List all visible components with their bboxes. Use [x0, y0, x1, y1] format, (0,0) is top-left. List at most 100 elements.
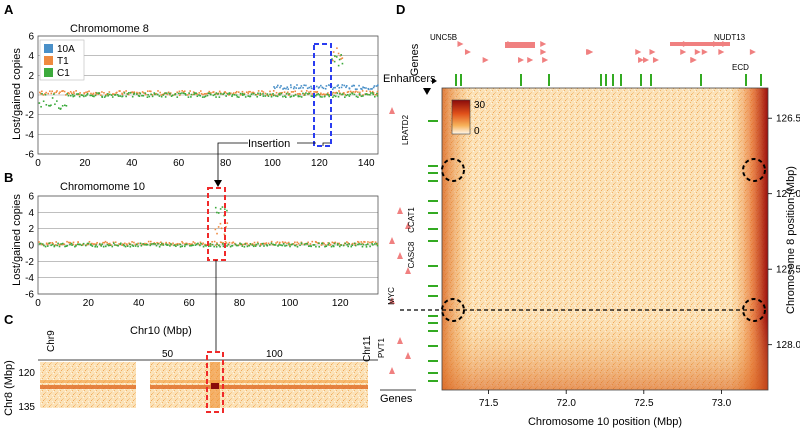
point-c1 — [94, 245, 97, 248]
enhancer-mark — [428, 315, 438, 317]
point-t1 — [374, 94, 377, 96]
gene-arrow — [690, 57, 697, 63]
panel-b-xtick: 120 — [332, 298, 349, 309]
panel-letter-b: B — [4, 170, 13, 185]
point-c1 — [221, 206, 224, 208]
point-t1 — [200, 92, 203, 95]
point-c1 — [365, 246, 368, 248]
point-10a — [298, 87, 300, 90]
point-c1 — [186, 243, 188, 246]
point-c1 — [202, 245, 205, 248]
point-t1 — [376, 93, 378, 96]
point-c1 — [239, 242, 241, 245]
panel-c-ytick-135: 135 — [18, 402, 35, 413]
point-c1 — [109, 93, 111, 96]
point-t1 — [338, 242, 341, 245]
enhancer-mark — [428, 120, 438, 122]
point-t1 — [316, 90, 319, 93]
panel-a-xtick: 120 — [311, 158, 328, 169]
gene-arrow — [457, 41, 464, 47]
point-c1 — [355, 95, 358, 98]
point-c1 — [154, 93, 156, 96]
point-c1 — [266, 244, 269, 247]
point-c1 — [270, 242, 273, 245]
point-c1 — [307, 245, 310, 247]
point-c1 — [145, 244, 148, 246]
point-c1 — [327, 244, 329, 246]
point-c1 — [273, 244, 276, 246]
panel-a-ytick: 6 — [28, 32, 34, 43]
point-c1 — [285, 96, 287, 98]
point-c1 — [228, 93, 231, 95]
point-c1 — [299, 244, 301, 247]
panel-c-highlight-box — [206, 351, 224, 413]
point-t1 — [181, 240, 183, 243]
point-t1 — [225, 92, 228, 95]
point-c1 — [124, 245, 127, 248]
point-c1 — [235, 244, 238, 247]
point-10a — [348, 87, 351, 90]
point-c1 — [308, 92, 311, 95]
panel-letter-a: A — [4, 2, 14, 17]
point-c1 — [280, 92, 283, 95]
enhancer-mark — [650, 74, 652, 86]
point-c1 — [208, 92, 211, 95]
panel-c-heatmap — [40, 362, 368, 408]
point-t1 — [363, 240, 365, 243]
panel-c-ylabel: Chr8 (Mbp) — [3, 360, 15, 416]
point-t1 — [42, 94, 45, 96]
point-c1 — [212, 94, 215, 97]
point-t1 — [281, 91, 283, 94]
gene-arrow — [482, 57, 489, 63]
point-t1 — [162, 242, 165, 245]
gene-arrow — [635, 49, 642, 55]
point-t1 — [192, 91, 195, 93]
point-c1 — [251, 244, 254, 246]
point-c1 — [371, 242, 373, 245]
point-t1 — [224, 91, 227, 93]
point-10a — [293, 86, 296, 88]
enhancer-mark — [620, 74, 622, 86]
point-c1 — [141, 94, 143, 97]
point-t1 — [67, 241, 70, 244]
point-c1 — [255, 243, 257, 246]
point-t1 — [372, 92, 375, 94]
point-t1 — [220, 227, 223, 230]
point-t1 — [118, 243, 120, 245]
point-t1 — [320, 92, 322, 95]
point-c1 — [136, 243, 138, 246]
point-t1 — [69, 242, 72, 245]
point-t1 — [286, 91, 289, 94]
point-c1 — [104, 245, 107, 248]
point-t1 — [93, 243, 96, 245]
point-c1 — [72, 95, 75, 98]
point-c1 — [164, 92, 166, 95]
point-t1 — [223, 233, 226, 236]
point-c1 — [337, 64, 340, 67]
enhancer-mark — [428, 372, 438, 374]
colorbar: 30 0 — [451, 99, 486, 137]
point-c1 — [259, 92, 262, 95]
panel-b-yticks: 6 4 2 0 -2 -4 -6 — [25, 192, 34, 301]
point-10a — [310, 87, 313, 90]
point-t1 — [51, 90, 53, 93]
point-t1 — [186, 94, 189, 96]
point-c1 — [330, 245, 333, 248]
point-c1 — [93, 95, 95, 98]
gene-ecd: ECD — [732, 63, 749, 72]
panel-a-legend: 10A T1 C1 — [39, 39, 85, 81]
point-t1 — [224, 241, 227, 243]
point-c1 — [147, 94, 149, 96]
point-10a — [305, 84, 307, 87]
point-t1 — [65, 94, 67, 96]
point-t1 — [275, 242, 277, 244]
point-t1 — [228, 94, 230, 96]
point-c1 — [71, 244, 73, 246]
point-c1 — [96, 245, 99, 248]
point-c1 — [333, 242, 336, 245]
point-t1 — [252, 91, 255, 94]
point-10a — [337, 84, 339, 86]
point-c1 — [266, 93, 269, 95]
point-t1 — [55, 241, 58, 243]
point-c1 — [332, 96, 334, 98]
